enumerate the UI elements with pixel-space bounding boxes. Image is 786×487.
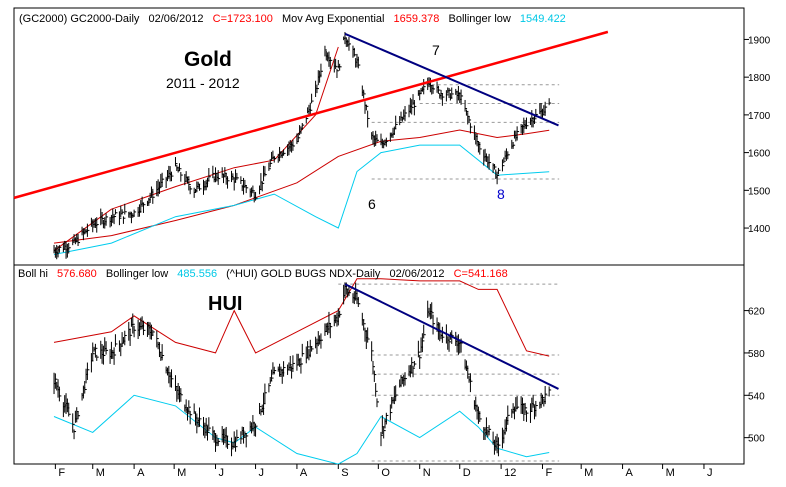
top-y-tick-label: 1500 bbox=[748, 186, 771, 197]
x-tick-label: 12 bbox=[504, 467, 516, 479]
top-bb-label: Bollinger low bbox=[448, 13, 510, 25]
bottom-header: Boll hi 576.680 Bollinger low 485.556 (^… bbox=[18, 268, 508, 280]
top-y-tick-label: 1600 bbox=[748, 149, 771, 160]
x-tick-label: O bbox=[381, 467, 390, 479]
top-symbol: (GC2000) GC2000-Daily bbox=[19, 13, 140, 25]
wave-label-8: 8 bbox=[497, 186, 505, 202]
bottom-symbol: (^HUI) GOLD BUGS NDX-Daily bbox=[226, 268, 381, 280]
top-ma-label: Mov Avg Exponential bbox=[282, 13, 385, 25]
bottom-y-axis: 620 580 540 500 bbox=[744, 307, 765, 445]
x-tick-label: J bbox=[259, 467, 265, 479]
bottom-y-tick-label: 500 bbox=[748, 434, 765, 445]
x-tick-label: J bbox=[707, 467, 713, 479]
top-title: Gold bbox=[184, 48, 232, 71]
bottom-date: 02/06/2012 bbox=[389, 268, 444, 280]
bottom-close: C=541.168 bbox=[454, 268, 508, 280]
x-tick-label: N bbox=[423, 467, 431, 479]
x-tick-label: A bbox=[137, 467, 145, 479]
wave-label-7: 7 bbox=[432, 42, 440, 58]
gold-downtrend-line bbox=[344, 32, 559, 127]
bottom-y-tick-label: 540 bbox=[748, 391, 765, 402]
top-indicator-lines bbox=[53, 46, 550, 255]
x-tick-label: D bbox=[463, 467, 471, 479]
top-bollinger-low-line bbox=[53, 144, 550, 255]
x-tick-label: S bbox=[341, 467, 348, 479]
chart-frame bbox=[13, 7, 745, 465]
x-axis: F M A M J J A S O N D 12 F M A M J bbox=[54, 464, 713, 479]
top-y-tick-label: 1800 bbox=[748, 73, 771, 84]
top-y-tick-label: 1900 bbox=[748, 35, 771, 46]
top-y-tick-label: 1400 bbox=[748, 224, 771, 235]
x-tick-label: A bbox=[300, 467, 308, 479]
top-close: C=1723.100 bbox=[213, 13, 273, 25]
bottom-y-tick-label: 580 bbox=[748, 349, 765, 360]
top-header: (GC2000) GC2000-Daily 02/06/2012 C=1723.… bbox=[19, 13, 566, 25]
x-tick-label: M bbox=[666, 467, 675, 479]
top-bb-value: 1549.422 bbox=[520, 13, 566, 25]
top-date: 02/06/2012 bbox=[149, 13, 204, 25]
trendlines bbox=[13, 30, 609, 390]
hui-price-bars bbox=[53, 282, 552, 457]
gold-price-bars bbox=[53, 32, 552, 260]
top-subtitle: 2011 - 2012 bbox=[166, 75, 240, 91]
top-grid-lines bbox=[371, 84, 560, 180]
top-y-axis: 1900 1800 1700 1600 1500 1400 bbox=[744, 35, 771, 235]
top-y-tick-label: 1700 bbox=[748, 111, 771, 122]
top-boll-hi-line bbox=[53, 46, 339, 252]
x-tick-label: F bbox=[58, 467, 65, 479]
bottom-bl-value: 485.556 bbox=[177, 268, 217, 280]
bottom-bh-label: Boll hi bbox=[18, 268, 48, 280]
x-tick-label: F bbox=[545, 467, 552, 479]
x-tick-label: M bbox=[96, 467, 105, 479]
x-tick-label: M bbox=[177, 467, 186, 479]
bottom-bh-value: 576.680 bbox=[57, 268, 97, 280]
hui-downtrend-line bbox=[344, 283, 559, 390]
bottom-y-tick-label: 620 bbox=[748, 307, 765, 318]
x-tick-label: M bbox=[584, 467, 593, 479]
gold-uptrend-line bbox=[13, 30, 609, 200]
x-tick-label: A bbox=[626, 467, 634, 479]
bottom-bl-label: Bollinger low bbox=[106, 268, 168, 280]
bottom-indicator-lines bbox=[53, 278, 550, 465]
bottom-title: HUI bbox=[208, 293, 242, 315]
wave-label-6: 6 bbox=[368, 196, 376, 212]
top-moving-average-line bbox=[53, 129, 550, 244]
x-tick-label: J bbox=[219, 467, 225, 479]
top-ma-value: 1659.378 bbox=[394, 13, 440, 25]
bottom-boll-hi-line bbox=[53, 278, 550, 357]
